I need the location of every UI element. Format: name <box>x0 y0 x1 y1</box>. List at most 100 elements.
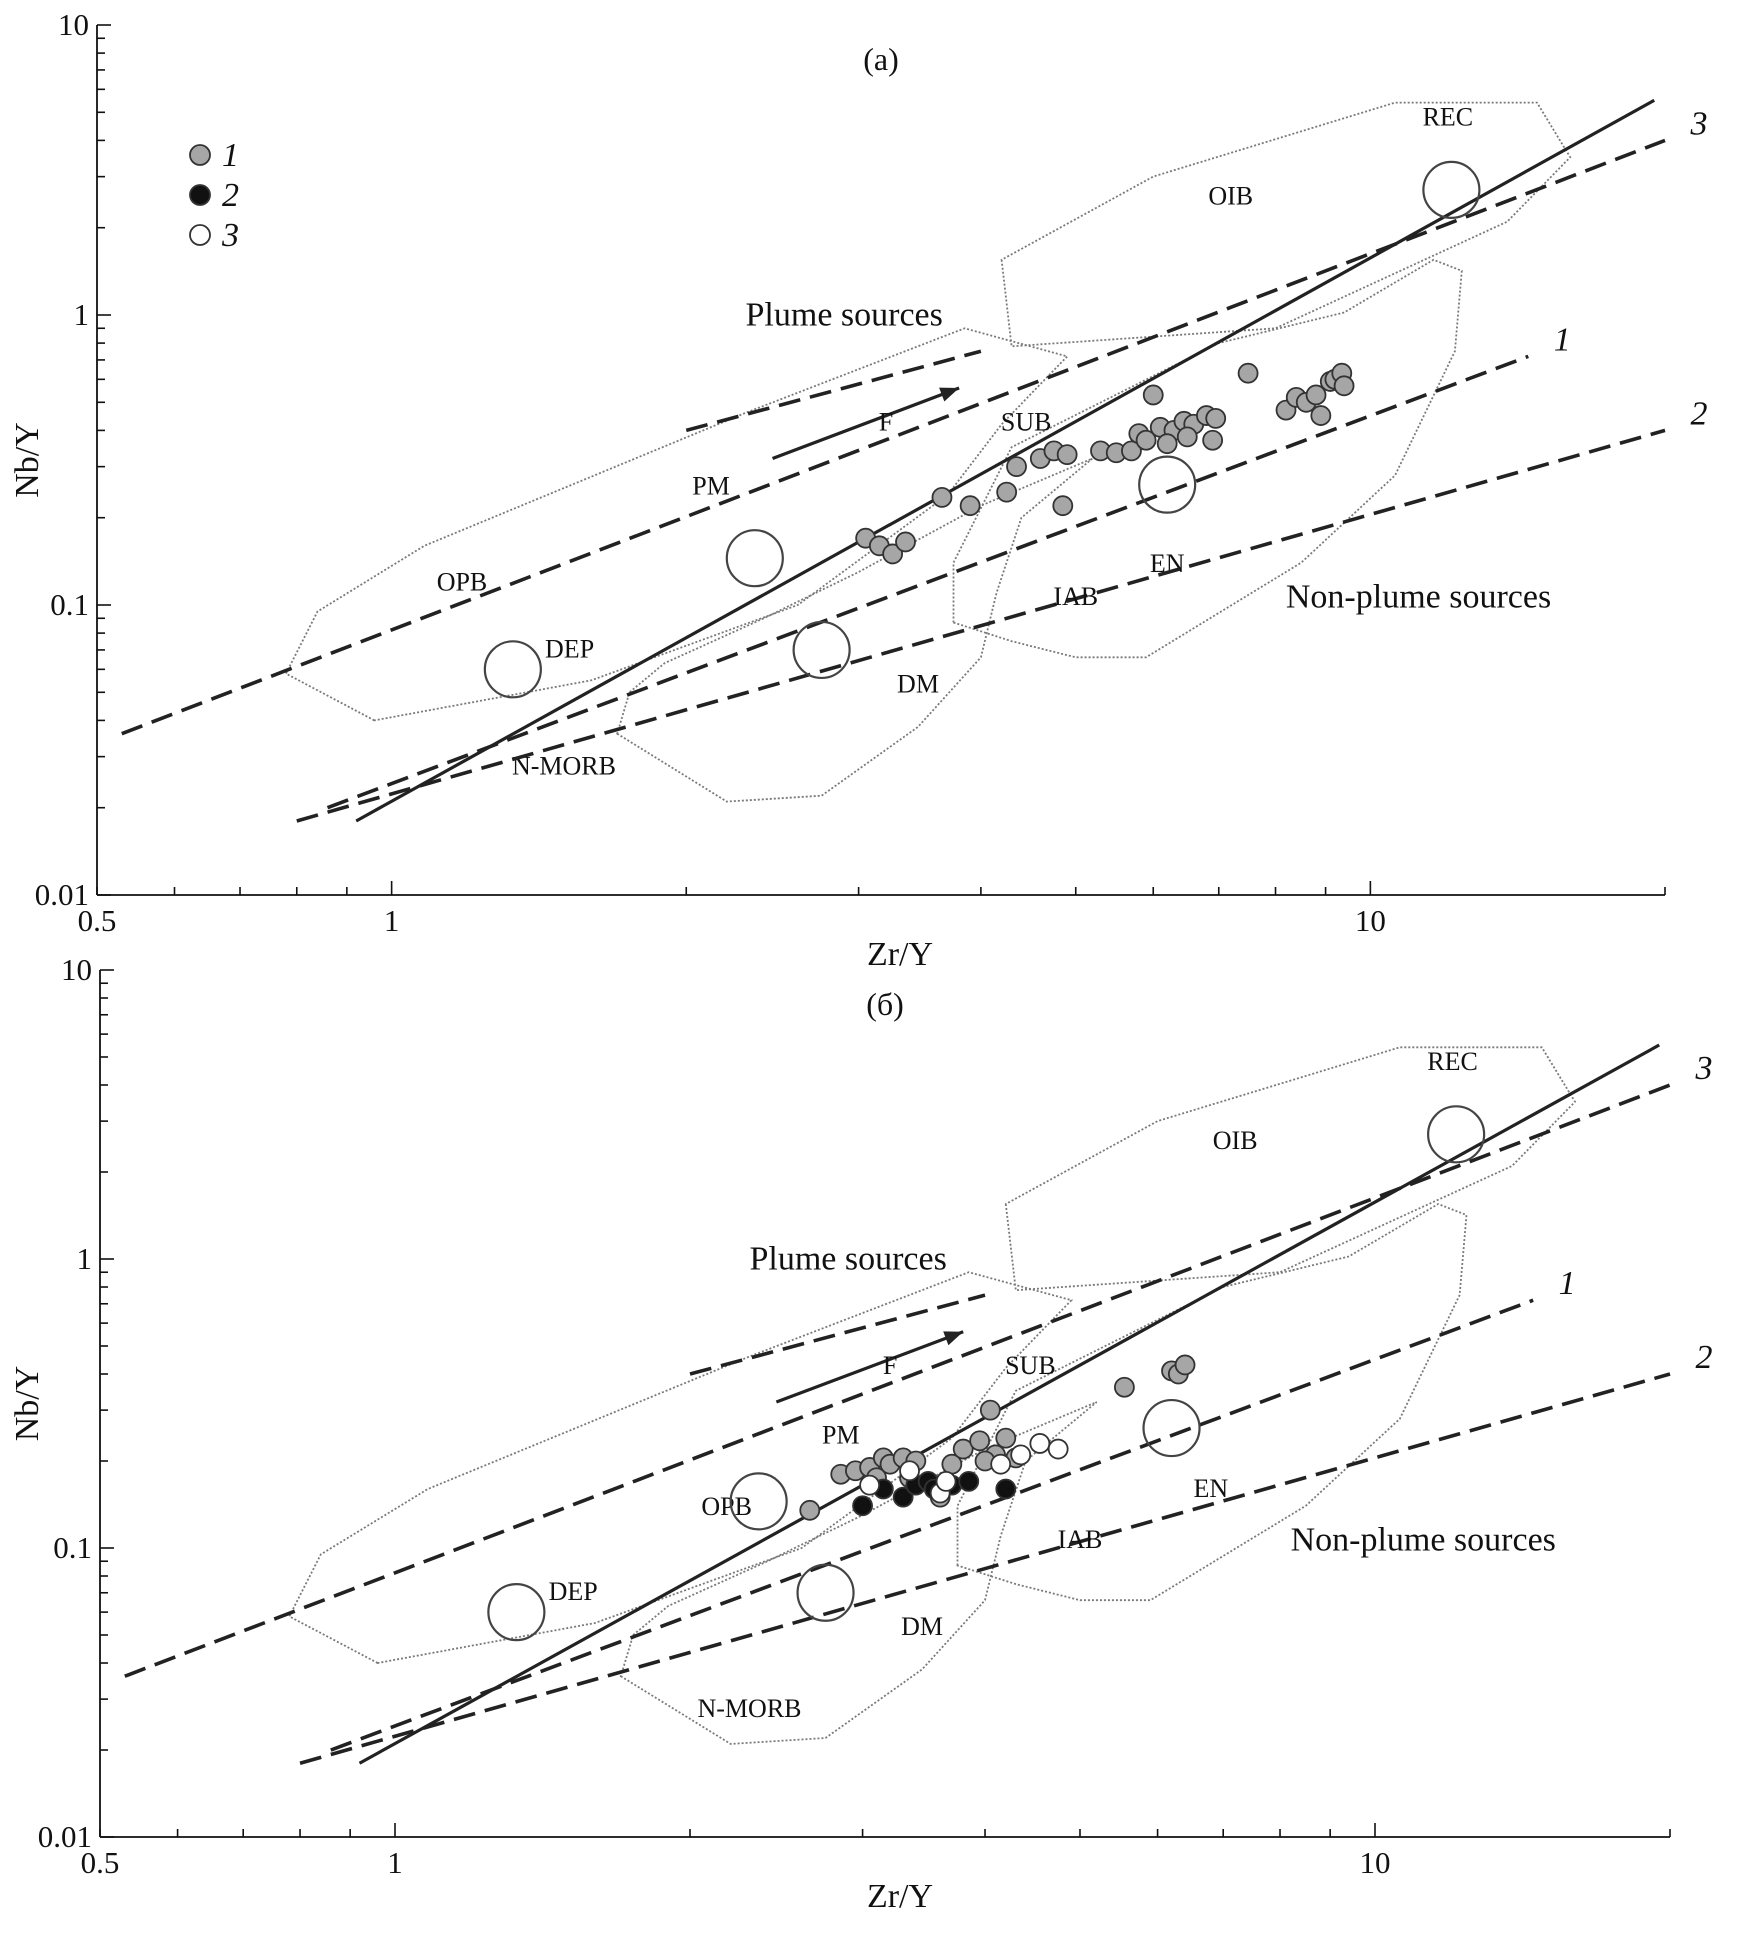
region-opb-outline <box>284 327 1069 722</box>
reservoir-dm-circle <box>792 620 851 680</box>
x-axis-title: Zr/Y <box>867 936 933 973</box>
reservoir-opb-circle <box>725 529 784 588</box>
text-label-iab: IAB <box>1053 582 1098 611</box>
data-point-series-1 <box>1333 375 1355 397</box>
text-label-non-plume-sources: Non-plume sources <box>1291 1522 1556 1559</box>
region-label-opb: OPB <box>701 1492 752 1521</box>
arrow-head-icon <box>939 387 960 402</box>
reference-line-2 <box>296 428 1666 823</box>
legend: 123 <box>189 137 239 254</box>
reservoir-en-circle <box>1138 455 1197 514</box>
text-label-pm: PM <box>692 472 730 501</box>
reservoir-rec-circle <box>1422 160 1481 220</box>
reference-line-label-1: 1 <box>1559 1265 1576 1302</box>
data-point-series-1 <box>1176 426 1198 448</box>
data-point-series-1 <box>1114 1376 1135 1398</box>
legend-label-1: 1 <box>222 137 239 174</box>
fractionation-arrow <box>775 1330 964 1404</box>
data-point-series-1 <box>1305 384 1327 406</box>
y-tick-label: 0.01 <box>35 877 89 912</box>
x-axis-title: Zr/Y <box>867 1878 933 1915</box>
data-point-series-3 <box>859 1474 881 1496</box>
arrow-label-f: F <box>883 1351 897 1380</box>
data-point-series-3 <box>1047 1438 1069 1460</box>
y-tick-label: 1 <box>74 297 90 332</box>
reference-line-3 <box>121 138 1666 736</box>
data-point-series-1 <box>1135 429 1157 451</box>
data-point-series-3 <box>1029 1433 1051 1454</box>
data-point-series-1 <box>1174 1354 1196 1376</box>
trend-line <box>355 98 1656 823</box>
data-point-series-2 <box>958 1471 980 1492</box>
text-label-sub: SUB <box>1001 407 1052 436</box>
legend-label-3: 3 <box>221 217 239 254</box>
x-tick-label: 1 <box>387 1845 403 1880</box>
reference-line-label-3: 3 <box>1690 105 1708 142</box>
reservoir-dep-circle <box>487 1583 546 1642</box>
reference-line-3 <box>124 1083 1671 1678</box>
reference-line-1 <box>330 1298 1534 1752</box>
reference-line-1 <box>326 354 1529 810</box>
data-point-series-1 <box>1205 407 1227 429</box>
x-tick-label: 1 <box>384 903 400 938</box>
region-oib-outline <box>1004 1046 1577 1292</box>
region-n-morb-outline <box>616 457 1093 803</box>
reference-line-label-3: 3 <box>1695 1050 1713 1087</box>
panel-title: (б) <box>866 986 904 1022</box>
y-tick-label: 1 <box>77 1241 93 1276</box>
reference-line-label-1: 1 <box>1554 321 1571 358</box>
region-en-outline <box>952 258 1463 659</box>
data-point-series-1 <box>959 495 981 517</box>
text-label-rec: REC <box>1427 1047 1478 1076</box>
data-point-series-2 <box>852 1495 873 1517</box>
data-point-series-1 <box>1156 433 1178 455</box>
panel-title: (a) <box>863 41 899 77</box>
legend-marker-1 <box>189 144 211 166</box>
legend-marker-2 <box>189 184 211 206</box>
region-label-n-morb: N-MORB <box>512 752 616 781</box>
data-point-series-2 <box>995 1478 1017 1500</box>
data-point-series-1 <box>996 481 1018 503</box>
data-point-series-1 <box>1142 384 1164 406</box>
x-tick-label: 10 <box>1359 1845 1390 1880</box>
data-point-series-1 <box>979 1399 1001 1421</box>
region-oib-outline <box>1000 101 1572 348</box>
text-label-non-plume-sources: Non-plume sources <box>1286 579 1551 616</box>
y-tick-label: 10 <box>58 7 89 42</box>
reference-line-2 <box>299 1372 1671 1765</box>
data-point-series-1 <box>1052 495 1074 517</box>
reference-line-label-2: 2 <box>1691 395 1708 432</box>
reservoir-dep-circle <box>483 640 542 699</box>
data-point-series-1 <box>882 543 904 565</box>
y-tick-label: 0.1 <box>53 1530 92 1565</box>
data-point-series-3 <box>1010 1444 1032 1466</box>
data-point-series-1 <box>969 1430 991 1452</box>
y-tick-label: 0.1 <box>50 587 89 622</box>
data-point-series-1 <box>1202 429 1224 451</box>
arrow-head-icon <box>943 1331 964 1346</box>
x-tick-label: 0.5 <box>81 1845 120 1880</box>
data-point-series-1 <box>895 531 916 553</box>
reservoir-en-circle <box>1142 1398 1201 1458</box>
text-label-rec: REC <box>1423 103 1474 132</box>
plume-line <box>685 349 982 433</box>
data-point-series-3 <box>990 1453 1012 1475</box>
text-label-dep: DEP <box>545 634 594 663</box>
region-label-n-morb: N-MORB <box>697 1694 801 1723</box>
region-label-en: EN <box>1194 1474 1229 1503</box>
text-label-iab: IAB <box>1058 1525 1103 1554</box>
y-axis-title: Nb/Y <box>9 1366 46 1442</box>
reference-line-label-2: 2 <box>1696 1339 1713 1376</box>
x-tick-label: 0.5 <box>78 903 117 938</box>
text-label-dep: DEP <box>549 1577 598 1606</box>
legend-marker-3 <box>189 224 211 246</box>
region-label-opb: OPB <box>437 568 488 597</box>
data-point-series-1 <box>799 1499 821 1521</box>
legend-label-2: 2 <box>222 177 239 214</box>
data-point-series-1 <box>1121 440 1142 462</box>
text-label-pm: PM <box>822 1420 860 1449</box>
text-label-dm: DM <box>897 669 939 698</box>
data-point-series-1 <box>1006 456 1027 478</box>
trend-line <box>358 1043 1660 1765</box>
